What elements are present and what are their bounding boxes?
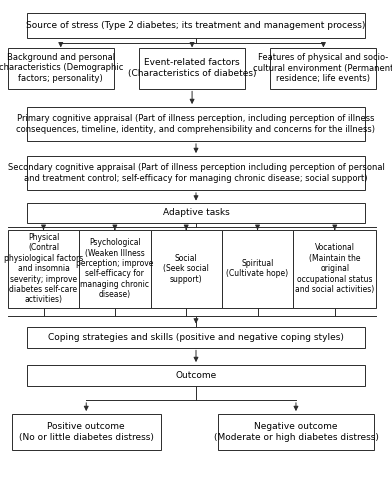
Bar bbox=[27, 107, 365, 141]
Text: Primary cognitive appraisal (Part of illness perception, including perception of: Primary cognitive appraisal (Part of ill… bbox=[16, 114, 376, 134]
Bar bbox=[79, 230, 151, 308]
Text: Background and personal
characteristics (Demographic
factors; personality): Background and personal characteristics … bbox=[0, 53, 123, 83]
Bar bbox=[27, 365, 365, 386]
Bar bbox=[222, 230, 293, 308]
Bar bbox=[27, 204, 365, 223]
Text: Psychological
(Weaken Illness
perception; improve
self-efficacy for
managing chr: Psychological (Weaken Illness perception… bbox=[76, 238, 154, 299]
Bar bbox=[270, 48, 376, 88]
Bar bbox=[151, 230, 222, 308]
Text: Coping strategies and skills (positive and negative coping styles): Coping strategies and skills (positive a… bbox=[48, 332, 344, 342]
Bar bbox=[27, 156, 365, 190]
Text: Physical
(Contral
physiological factors
and insomnia
severity; improve
diabetes : Physical (Contral physiological factors … bbox=[4, 233, 83, 304]
Text: Negative outcome
(Moderate or high diabetes distress): Negative outcome (Moderate or high diabe… bbox=[214, 422, 378, 442]
Bar bbox=[8, 230, 79, 308]
Text: Social
(Seek social
support): Social (Seek social support) bbox=[163, 254, 209, 284]
Bar bbox=[8, 48, 114, 88]
Bar bbox=[293, 230, 376, 308]
Text: Adaptive tasks: Adaptive tasks bbox=[163, 208, 229, 218]
Text: Positive outcome
(No or little diabetes distress): Positive outcome (No or little diabetes … bbox=[19, 422, 154, 442]
Bar bbox=[12, 414, 161, 450]
Bar bbox=[139, 48, 245, 88]
Bar bbox=[218, 414, 374, 450]
Text: Outcome: Outcome bbox=[175, 371, 217, 380]
Text: Spiritual
(Cultivate hope): Spiritual (Cultivate hope) bbox=[227, 259, 289, 278]
Bar bbox=[27, 326, 365, 347]
Text: Features of physical and socio-
cultural environment (Permanent
residence; life : Features of physical and socio- cultural… bbox=[253, 53, 392, 83]
Text: Event-related factors
(Characteristics of diabetes): Event-related factors (Characteristics o… bbox=[128, 58, 256, 78]
Bar bbox=[27, 14, 365, 38]
Text: Source of stress (Type 2 diabetes; its treatment and management process): Source of stress (Type 2 diabetes; its t… bbox=[26, 21, 366, 30]
Text: Vocational
(Maintain the
original
occupational status
and social activities): Vocational (Maintain the original occupa… bbox=[295, 244, 374, 294]
Text: Secondary cognitive appraisal (Part of illness perception including perception o: Secondary cognitive appraisal (Part of i… bbox=[7, 164, 385, 182]
